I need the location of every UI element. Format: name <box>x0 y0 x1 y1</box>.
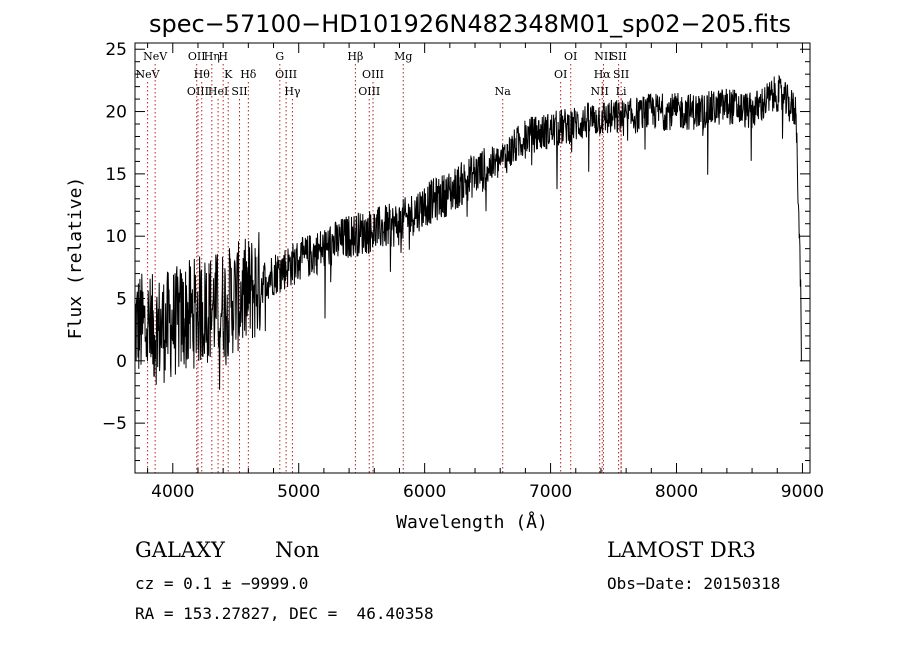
y-tick-label: 5 <box>116 290 127 310</box>
plot-frame <box>134 42 811 474</box>
spectral-lines-layer: NeV NeV OII OIII Hθ Hη HeI HK SII Hδ G OIII Hγ Hβ OIII… <box>136 50 629 473</box>
spectral-line-label: Hθ <box>194 68 211 81</box>
spectral-line-label: SII <box>613 68 629 81</box>
coordinates: RA = 153.27827, DEC = 46.40358 <box>135 604 434 623</box>
y-axis-label: Flux (relative) <box>65 177 86 340</box>
spectral-line-label: OII <box>188 50 206 63</box>
spectral-line-label: OIII <box>187 85 209 98</box>
survey-name: LAMOST DR3 <box>607 538 756 562</box>
spectral-line-label: SII <box>231 85 247 98</box>
spectral-line-label: Li <box>616 85 627 98</box>
spectral-line-label: NeV <box>143 50 168 63</box>
spectral-line-label: OIII <box>358 85 380 98</box>
spectral-line-label: Mg <box>394 50 412 63</box>
spectral-line-label: Na <box>495 85 512 98</box>
y-tick-label: 25 <box>105 40 127 60</box>
spectral-line-label: SII <box>610 50 626 63</box>
axis-ticks: 4000 5000 6000 7000 8000 9000 −5 0 5 10 15 20 25 <box>102 40 824 502</box>
redshift-cz: cz = 0.1 ± −9999.0 <box>135 574 309 593</box>
spectral-line-label: HeI <box>208 85 228 98</box>
chart-title: spec−57100−HD101926N482348M01_sp02−205.f… <box>149 10 791 38</box>
y-tick-label: 0 <box>116 352 127 372</box>
spectral-line-label: OI <box>554 68 567 81</box>
x-tick-label: 9000 <box>781 482 824 502</box>
spectral-line-label: G <box>275 50 284 63</box>
y-tick-label: 10 <box>105 227 127 247</box>
x-tick-label: 4000 <box>151 482 194 502</box>
observation-date: Obs−Date: 20150318 <box>607 574 781 593</box>
y-tick-label: 20 <box>105 103 127 123</box>
spectral-line-label: NII <box>591 85 609 98</box>
x-axis-label: Wavelength (Å) <box>396 511 548 533</box>
spectral-line-label: Hη <box>204 50 220 63</box>
spectral-line-label: OIII <box>275 68 297 81</box>
spectral-line-label: Hδ <box>240 68 257 81</box>
y-tick-label: 15 <box>105 165 127 185</box>
x-tick-label: 7000 <box>529 482 572 502</box>
spectrum-layer <box>134 74 803 390</box>
spectral-line-label: NII <box>594 50 612 63</box>
spectral-line-label: Hβ <box>347 50 363 63</box>
spectral-line-label: Hα <box>594 68 612 81</box>
x-tick-label: 8000 <box>655 482 698 502</box>
spectral-line-label: OIII <box>362 68 384 81</box>
object-class: GALAXY <box>135 538 225 562</box>
x-tick-label: 5000 <box>277 482 320 502</box>
spectrum-chart: spec−57100−HD101926N482348M01_sp02−205.f… <box>65 10 824 533</box>
spectral-line-label: NeV <box>136 68 161 81</box>
x-tick-label: 6000 <box>403 482 446 502</box>
y-tick-label: −5 <box>102 414 127 434</box>
spectral-line-label: Hγ <box>284 85 301 98</box>
spectral-line-label: K <box>224 68 233 81</box>
spectrum-trace <box>134 74 803 390</box>
spectral-line-label: H <box>218 50 228 63</box>
object-subclass: Non <box>275 538 320 562</box>
spectral-line-label: OI <box>564 50 577 63</box>
